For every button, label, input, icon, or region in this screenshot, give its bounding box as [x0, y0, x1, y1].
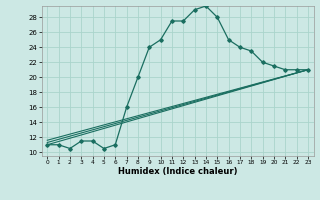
X-axis label: Humidex (Indice chaleur): Humidex (Indice chaleur): [118, 167, 237, 176]
